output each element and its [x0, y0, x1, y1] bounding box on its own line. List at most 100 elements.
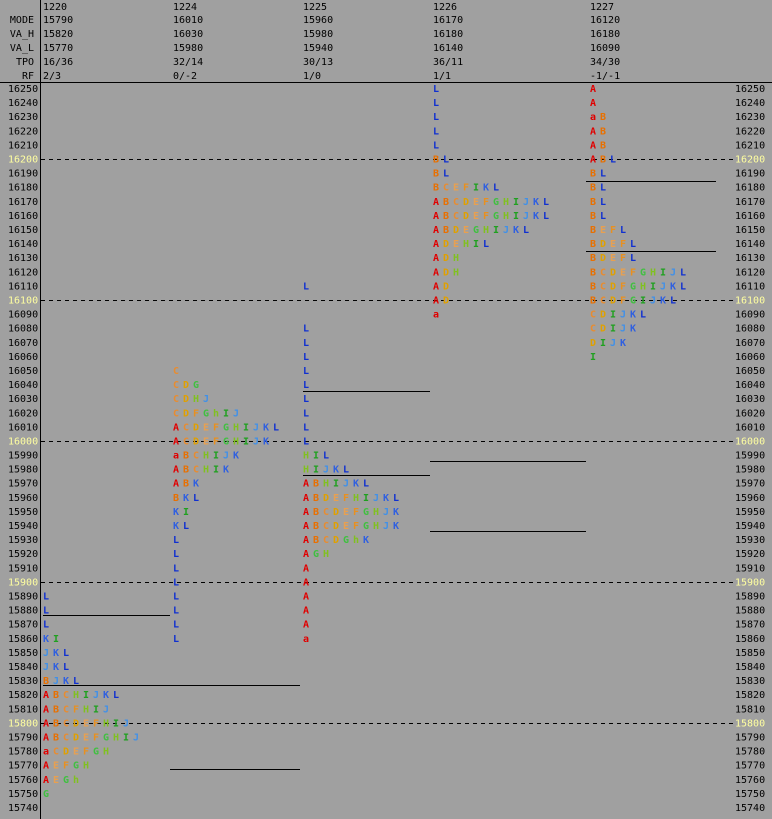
tpo-letter: D	[63, 747, 69, 758]
tpo-letter: H	[503, 211, 509, 222]
tpo-letter: L	[443, 154, 449, 165]
tpo-letter: F	[620, 281, 626, 292]
tpo-letter: A	[43, 690, 49, 701]
tpo-letter: B	[590, 197, 596, 208]
tpo-letter: L	[43, 606, 49, 617]
price-label-right: 16020	[735, 408, 765, 419]
tpo-letter: J	[223, 451, 229, 462]
price-label-left: 15820	[8, 690, 38, 701]
tpo-letter: F	[620, 295, 626, 306]
price-label-left: 15870	[8, 620, 38, 631]
price-label-right: 15760	[735, 775, 765, 786]
tpo-letter: D	[443, 239, 449, 250]
day-value: 30/13	[303, 57, 333, 68]
tpo-letter: K	[53, 648, 59, 659]
tpo-letter: K	[173, 521, 179, 532]
tpo-letter: H	[103, 747, 109, 758]
tpo-letter: A	[43, 733, 49, 744]
price-label-left: 15780	[8, 747, 38, 758]
tpo-letter: C	[173, 366, 179, 377]
tpo-letter: F	[630, 267, 636, 278]
tpo-letter: G	[473, 225, 479, 236]
tpo-letter: E	[453, 239, 459, 250]
tpo-letter: K	[620, 338, 626, 349]
tpo-letter: H	[453, 253, 459, 264]
tpo-letter: H	[373, 521, 379, 532]
tpo-letter: L	[620, 225, 626, 236]
tpo-letter: H	[483, 225, 489, 236]
tpo-letter: L	[610, 154, 616, 165]
tpo-letter: K	[630, 310, 636, 321]
tpo-letter: K	[353, 479, 359, 490]
tpo-letter: E	[620, 267, 626, 278]
tpo-letter: I	[650, 281, 656, 292]
tpo-letter: J	[650, 295, 656, 306]
tpo-letter: I	[590, 352, 596, 363]
price-label-left: 15950	[8, 507, 38, 518]
tpo-letter: C	[600, 281, 606, 292]
tpo-letter: L	[600, 197, 606, 208]
price-label-right: 16240	[735, 98, 765, 109]
price-label-left: 15760	[8, 775, 38, 786]
tpo-letter: B	[433, 154, 439, 165]
price-label-left: 16190	[8, 169, 38, 180]
tpo-letter: I	[313, 465, 319, 476]
tpo-letter: L	[113, 690, 119, 701]
price-label-right: 16130	[735, 253, 765, 264]
price-label-left: 15890	[8, 592, 38, 603]
tpo-letter: A	[433, 197, 439, 208]
tpo-letter: D	[183, 380, 189, 391]
day-date: 1227	[590, 2, 614, 13]
row-label: TPO	[16, 57, 34, 68]
tpo-letter: J	[103, 704, 109, 715]
tpo-letter: B	[433, 169, 439, 180]
tpo-letter: A	[590, 98, 596, 109]
tpo-letter: C	[183, 422, 189, 433]
tpo-letter: E	[83, 718, 89, 729]
price-label-right: 16220	[735, 126, 765, 137]
tpo-letter: K	[393, 521, 399, 532]
tpo-letter: I	[243, 436, 249, 447]
price-label-right: 16080	[735, 324, 765, 335]
price-label-right: 15960	[735, 493, 765, 504]
tpo-letter: a	[43, 747, 49, 758]
price-label-left: 15940	[8, 521, 38, 532]
price-label-right: 16180	[735, 183, 765, 194]
tpo-letter: A	[433, 253, 439, 264]
tpo-letter: A	[303, 535, 309, 546]
tpo-letter: L	[303, 366, 309, 377]
price-label-left: 15970	[8, 479, 38, 490]
tpo-letter: F	[483, 197, 489, 208]
tpo-letter: h	[73, 775, 79, 786]
tpo-letter: C	[173, 408, 179, 419]
tpo-letter: K	[383, 493, 389, 504]
tpo-letter: H	[303, 465, 309, 476]
tpo-letter: J	[523, 211, 529, 222]
tpo-letter: I	[600, 338, 606, 349]
tpo-letter: D	[193, 436, 199, 447]
tpo-letter: L	[433, 140, 439, 151]
price-label-left: 16010	[8, 422, 38, 433]
tpo-letter: B	[590, 295, 596, 306]
tpo-letter: A	[590, 140, 596, 151]
price-label-left: 16040	[8, 380, 38, 391]
tpo-letter: G	[203, 408, 209, 419]
tpo-letter: A	[173, 422, 179, 433]
tpo-letter: B	[443, 225, 449, 236]
tpo-letter: J	[670, 267, 676, 278]
tpo-letter: B	[183, 479, 189, 490]
tpo-letter: L	[173, 620, 179, 631]
day-value: 16120	[590, 15, 620, 26]
tpo-letter: F	[213, 436, 219, 447]
tpo-letter: L	[63, 662, 69, 673]
price-label-left: 16210	[8, 140, 38, 151]
day-value: 15940	[303, 43, 333, 54]
tpo-letter: J	[133, 733, 139, 744]
tpo-letter: H	[373, 507, 379, 518]
tpo-letter: G	[223, 436, 229, 447]
price-label-right: 16140	[735, 239, 765, 250]
tpo-letter: I	[640, 295, 646, 306]
price-label-right: 15890	[735, 592, 765, 603]
price-label-left: 15930	[8, 535, 38, 546]
tpo-letter: D	[610, 295, 616, 306]
